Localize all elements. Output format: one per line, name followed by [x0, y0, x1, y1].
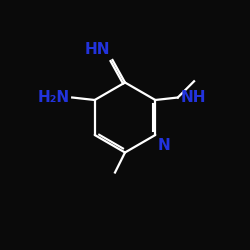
Text: NH: NH — [180, 90, 206, 105]
Text: HN: HN — [84, 42, 110, 58]
Text: N: N — [158, 138, 170, 152]
Text: H₂N: H₂N — [38, 90, 70, 105]
